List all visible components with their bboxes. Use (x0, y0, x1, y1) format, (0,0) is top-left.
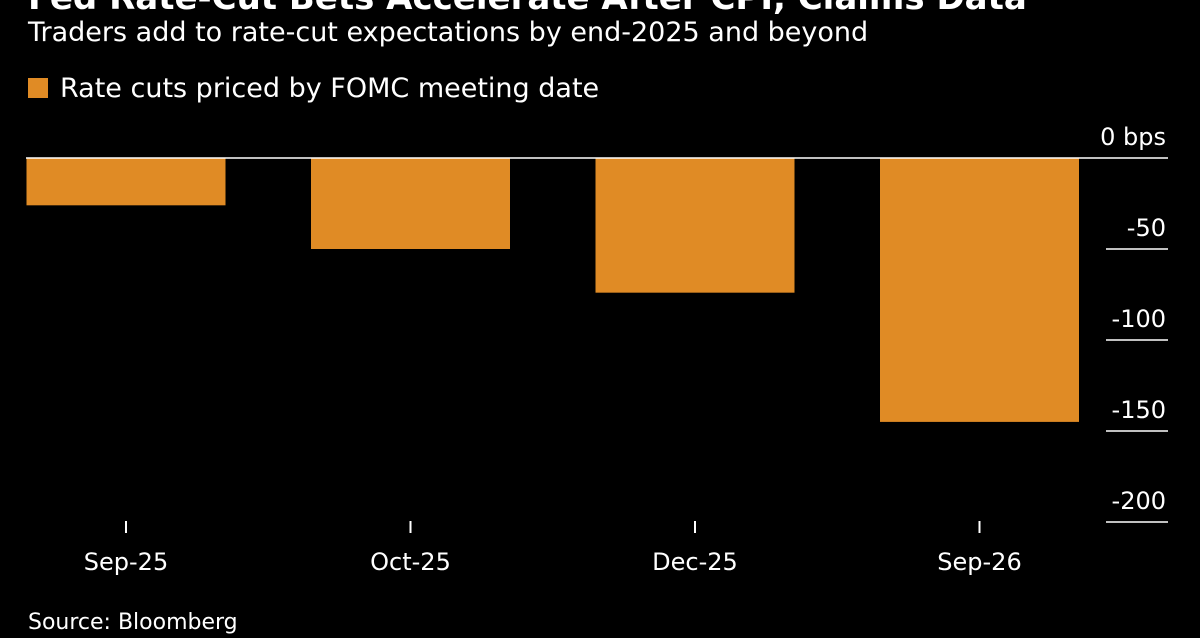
y-tick-label: -100 (1112, 305, 1166, 333)
bar-oct-25 (311, 158, 510, 249)
legend-label: Rate cuts priced by FOMC meeting date (60, 72, 600, 104)
bar-dec-25 (595, 158, 795, 293)
chart-title: Fed Rate-Cut Bets Accelerate After CPI, … (28, 0, 1027, 18)
bar-sep-26 (880, 158, 1079, 422)
y-axis: 0 bps -50 -100 -150 -200 (26, 123, 1168, 523)
bars-group (26, 158, 1079, 422)
legend: Rate cuts priced by FOMC meeting date (28, 71, 599, 105)
x-tick-label: Oct-25 (370, 548, 451, 576)
x-axis: Sep-25 Oct-25 Dec-25 Sep-26 (84, 521, 1022, 576)
chart-subtitle: Traders add to rate-cut expectations by … (28, 17, 869, 48)
y-tick-label: 0 bps (1100, 123, 1166, 151)
y-tick-label: -150 (1112, 396, 1166, 424)
x-tick-label: Sep-25 (84, 548, 168, 576)
legend-swatch (28, 78, 48, 98)
source-note: Source: Bloomberg (28, 610, 238, 635)
y-tick-label: -200 (1112, 487, 1166, 515)
x-tick-label: Dec-25 (652, 548, 738, 576)
bar-sep-25 (26, 158, 226, 206)
y-tick-label: -50 (1127, 214, 1166, 242)
x-tick-label: Sep-26 (937, 548, 1021, 576)
